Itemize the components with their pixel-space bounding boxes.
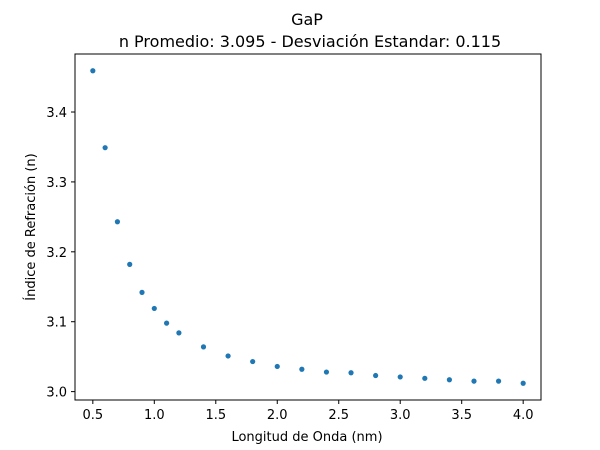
data-point <box>151 305 157 312</box>
data-point <box>520 380 526 386</box>
x-tick-label: 2.0 <box>267 408 288 423</box>
chart-subtitle: n Promedio: 3.095 - Desviación Estandar:… <box>119 32 501 51</box>
y-tick-label: 3.3 <box>46 176 67 191</box>
y-axis-label: Índice de Refración (n) <box>23 153 39 300</box>
data-point <box>446 377 452 383</box>
data-point <box>102 145 108 151</box>
data-point <box>250 358 256 365</box>
data-point <box>90 68 96 74</box>
data-point <box>323 369 330 375</box>
data-point <box>373 372 379 379</box>
data-point <box>176 330 182 336</box>
data-points <box>90 68 526 386</box>
x-tick-label: 3.0 <box>390 408 411 423</box>
x-tick-label: 0.5 <box>82 408 103 423</box>
data-point <box>495 378 502 384</box>
x-tick-label: 3.5 <box>451 408 472 423</box>
data-point <box>348 370 354 376</box>
y-tick-label: 3.1 <box>46 316 67 331</box>
data-point <box>274 363 280 370</box>
y-tick-label: 3.4 <box>46 106 67 121</box>
data-point <box>299 366 305 372</box>
chart-title: GaP <box>291 10 323 29</box>
data-point <box>422 375 428 381</box>
data-point <box>164 320 170 326</box>
data-point <box>127 261 133 267</box>
data-point <box>114 219 121 225</box>
data-point <box>139 289 145 295</box>
plot-area-frame <box>74 53 542 401</box>
x-axis-ticks: 0.5 1.0 1.5 2.0 2.5 3.0 3.5 4.0 <box>82 400 534 423</box>
data-point <box>200 344 207 350</box>
x-tick-label: 4.0 <box>513 408 534 423</box>
y-tick-label: 3.0 <box>46 386 67 401</box>
data-point <box>471 378 477 384</box>
y-tick-label: 3.2 <box>46 246 67 261</box>
data-point <box>225 353 231 359</box>
data-point <box>397 374 403 380</box>
x-tick-label: 1.5 <box>205 408 226 423</box>
x-axis-label: Longitud de Onda (nm) <box>231 430 382 445</box>
y-axis-ticks: 3.0 3.1 3.2 3.3 3.4 <box>46 106 75 401</box>
x-tick-label: 1.0 <box>144 408 165 423</box>
x-tick-label: 2.5 <box>328 408 349 423</box>
